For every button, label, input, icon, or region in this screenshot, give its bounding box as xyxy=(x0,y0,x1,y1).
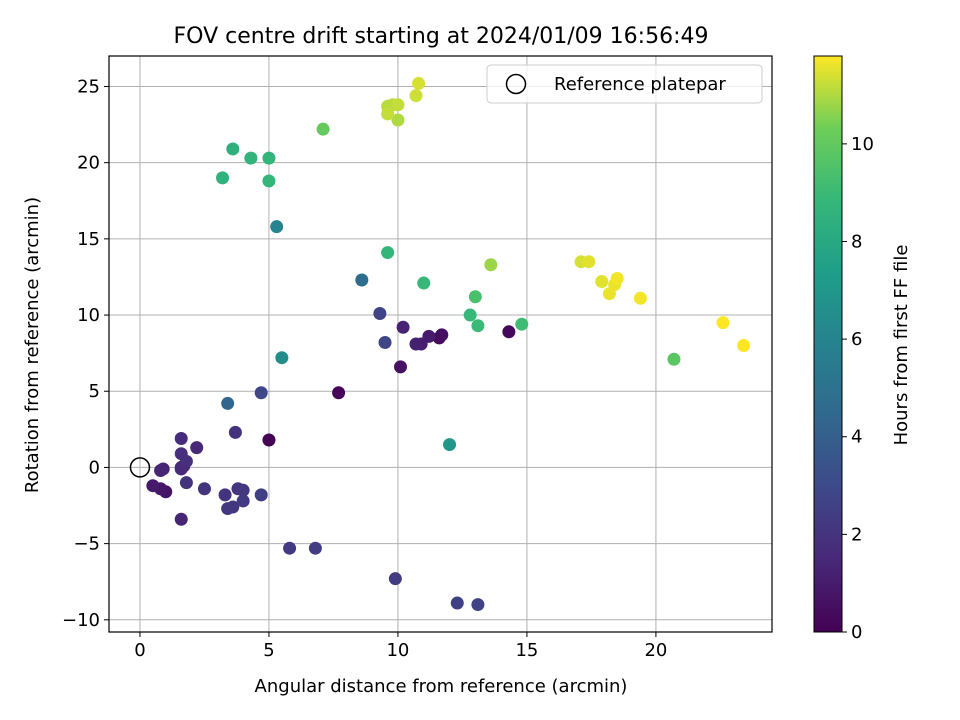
data-point xyxy=(179,454,193,468)
data-point xyxy=(216,171,230,185)
x-tick-label: 0 xyxy=(134,640,145,661)
data-point xyxy=(355,273,369,287)
data-point xyxy=(254,488,268,502)
reference-platepar-marker xyxy=(129,457,151,478)
y-tick-label: 20 xyxy=(77,153,100,174)
data-point xyxy=(468,290,482,304)
data-point xyxy=(633,291,647,305)
x-tick-label: 10 xyxy=(386,640,409,661)
y-tick-label: −10 xyxy=(62,610,100,631)
data-point xyxy=(463,308,477,322)
data-point xyxy=(667,352,681,366)
y-axis-label: Rotation from reference (arcmin) xyxy=(22,197,43,493)
x-tick-label: 20 xyxy=(644,640,667,661)
colorbar-tick-label: 2 xyxy=(851,524,862,545)
data-point xyxy=(417,276,431,290)
data-point xyxy=(412,76,426,90)
data-point xyxy=(378,335,392,349)
data-point xyxy=(396,320,410,334)
data-point xyxy=(221,396,235,410)
data-point xyxy=(236,494,250,508)
data-point xyxy=(174,512,188,526)
legend: Reference platepar xyxy=(486,64,763,104)
colorbar-tick-label: 8 xyxy=(851,231,862,252)
reference-marker-layer xyxy=(129,457,151,478)
colorbar-tick-label: 10 xyxy=(851,134,874,155)
data-point xyxy=(381,107,395,121)
data-point xyxy=(228,425,242,439)
data-point xyxy=(236,483,250,497)
data-point xyxy=(179,476,193,490)
data-point xyxy=(381,246,395,260)
colorbar-tick-label: 6 xyxy=(851,329,862,350)
data-point xyxy=(409,337,423,351)
data-point xyxy=(737,339,751,353)
data-point xyxy=(174,431,188,445)
chart-title: FOV centre drift starting at 2024/01/09 … xyxy=(174,24,709,49)
data-point xyxy=(283,541,297,555)
data-point xyxy=(394,360,408,374)
data-point xyxy=(388,572,402,586)
data-point xyxy=(443,438,457,452)
data-point xyxy=(262,174,276,188)
axis-ticks: 0 5 10 15 20 −10 −5 0 5 10 15 20 25 xyxy=(62,76,667,661)
data-point xyxy=(218,488,232,502)
x-tick-label: 5 xyxy=(263,640,274,661)
colorbar-ticks: 0 2 4 6 8 10 xyxy=(842,134,874,643)
data-point xyxy=(275,351,289,365)
colorbar-tick-label: 0 xyxy=(851,622,862,643)
y-tick-label: −5 xyxy=(73,534,100,555)
data-point xyxy=(226,500,240,514)
data-point xyxy=(484,258,498,272)
legend-box xyxy=(486,64,763,104)
data-point xyxy=(146,479,160,493)
data-point xyxy=(373,307,387,321)
data-point xyxy=(244,151,258,165)
grid-lines xyxy=(109,56,772,632)
data-point xyxy=(197,482,211,496)
plot-frame xyxy=(108,55,773,633)
data-point xyxy=(471,319,485,333)
data-point xyxy=(515,317,529,331)
colorbar-label: Hours from first FF file xyxy=(891,245,912,446)
data-point xyxy=(450,596,464,610)
data-point xyxy=(262,433,276,447)
data-points xyxy=(146,76,751,612)
y-tick-label: 25 xyxy=(77,76,100,97)
data-point xyxy=(391,98,405,112)
data-point xyxy=(254,386,268,400)
data-point xyxy=(502,325,516,339)
x-axis-label: Angular distance from reference (arcmin) xyxy=(255,676,628,697)
y-tick-label: 5 xyxy=(89,381,100,402)
colorbar-tick-label: 4 xyxy=(851,427,862,448)
legend-reference-marker xyxy=(505,73,527,95)
legend-entry-reference-platepar: Reference platepar xyxy=(554,74,726,95)
colorbar-gradient xyxy=(813,55,843,633)
data-point xyxy=(409,89,423,103)
data-point xyxy=(154,463,168,477)
y-tick-label: 0 xyxy=(89,457,100,478)
data-point xyxy=(308,541,322,555)
y-tick-label: 10 xyxy=(77,305,100,326)
data-point xyxy=(226,142,240,156)
data-point xyxy=(262,151,276,165)
data-point xyxy=(332,386,346,400)
data-point xyxy=(435,328,449,342)
data-point xyxy=(270,220,284,234)
data-point xyxy=(610,271,624,285)
data-point xyxy=(190,441,204,455)
y-tick-label: 15 xyxy=(77,229,100,250)
x-tick-label: 15 xyxy=(515,640,538,661)
colorbar: 0 2 4 6 8 10 Hours from first FF file xyxy=(813,55,912,643)
data-point xyxy=(471,598,485,612)
data-point xyxy=(582,255,596,269)
data-point xyxy=(716,316,730,330)
data-point xyxy=(391,113,405,127)
data-point xyxy=(595,275,609,289)
data-point xyxy=(316,122,330,136)
